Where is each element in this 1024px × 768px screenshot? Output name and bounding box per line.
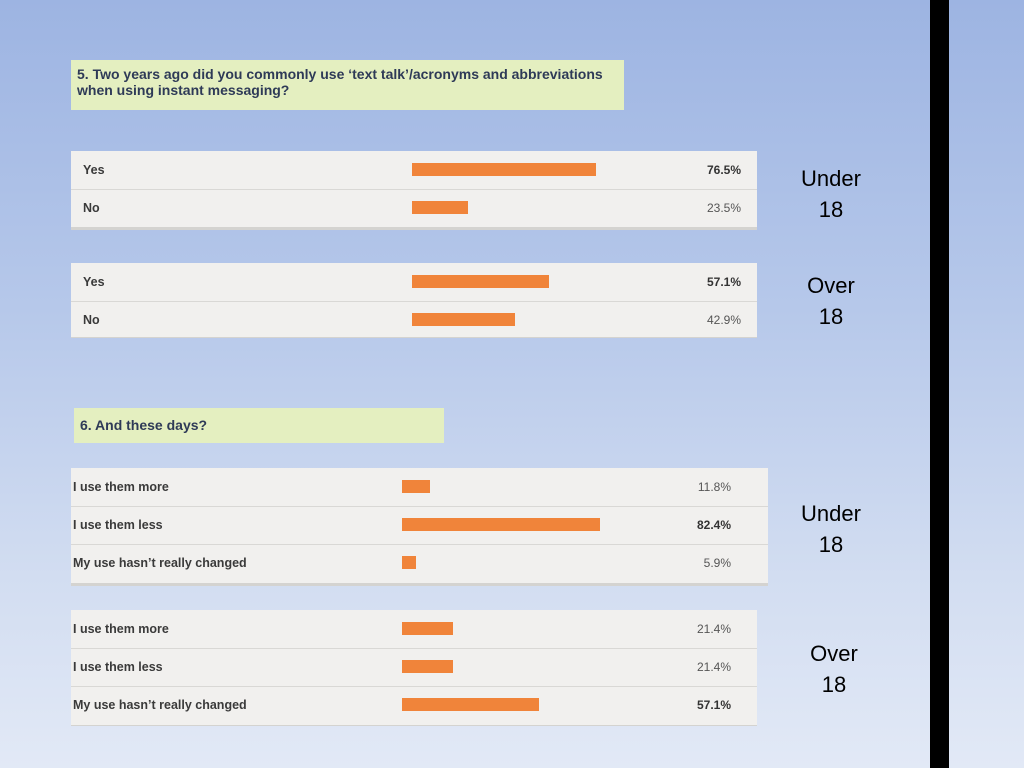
group-label-over-18: Over 18: [789, 638, 879, 700]
bar-value-label: 21.4%: [696, 622, 731, 636]
group-label-line: Under: [801, 166, 861, 191]
bar-label: I use them less: [73, 518, 163, 532]
bar-row: I use them less 82.4%: [71, 506, 768, 545]
bar-value-label: 21.4%: [696, 660, 731, 674]
bar: [412, 201, 469, 214]
bar-row: I use them less 21.4%: [71, 648, 757, 687]
bar-value-label: 57.1%: [696, 698, 731, 712]
group-label-line: 18: [821, 672, 847, 697]
bar: [402, 660, 454, 673]
bar-row: My use hasn’t really changed 5.9%: [71, 544, 768, 582]
bar-label: No: [83, 313, 100, 327]
bar-value-label: 42.9%: [706, 313, 741, 327]
question-6-title: 6. And these days?: [74, 408, 444, 443]
bar-value-label: 11.8%: [697, 480, 731, 494]
bar-row: No 42.9%: [71, 301, 757, 339]
chart-q5-over-18: Yes 57.1% No 42.9%: [71, 263, 757, 338]
bar-row: Yes 76.5%: [71, 151, 757, 190]
chart-q6-over-18: I use them more 21.4% I use them less 21…: [71, 610, 757, 726]
bar-label: No: [83, 201, 100, 215]
chart-q5-under-18: Yes 76.5% No 23.5%: [71, 151, 757, 230]
bar: [402, 518, 600, 531]
bar-row: My use hasn’t really changed 57.1%: [71, 686, 757, 724]
bar-label: My use hasn’t really changed: [73, 698, 247, 712]
group-label-over-18: Over 18: [786, 270, 876, 332]
group-label-line: Over: [807, 273, 855, 298]
bar-row: I use them more 21.4%: [71, 610, 757, 649]
bar-label: I use them less: [73, 660, 163, 674]
group-label-line: Under: [801, 501, 861, 526]
chart-q6-under-18: I use them more 11.8% I use them less 82…: [71, 468, 768, 586]
bar-label: Yes: [83, 275, 105, 289]
group-label-line: 18: [818, 197, 844, 222]
bar-label: My use hasn’t really changed: [73, 556, 247, 570]
bar-row: No 23.5%: [71, 189, 757, 227]
bar-row: Yes 57.1%: [71, 263, 757, 302]
group-label-line: Over: [810, 641, 858, 666]
bar-row: I use them more 11.8%: [71, 468, 768, 507]
bar-label: I use them more: [73, 480, 169, 494]
group-label-line: 18: [818, 532, 844, 557]
bar-value-label: 76.5%: [706, 163, 741, 177]
bar: [412, 163, 596, 176]
bar: [402, 622, 454, 635]
bar-value-label: 57.1%: [706, 275, 741, 289]
bar-value-label: 82.4%: [696, 518, 731, 532]
vertical-black-bar: [930, 0, 949, 768]
bar-label: Yes: [83, 163, 105, 177]
bar: [412, 313, 515, 326]
bar-value-label: 23.5%: [706, 201, 741, 215]
group-label-under-18: Under 18: [786, 498, 876, 560]
bar: [402, 698, 540, 711]
group-label-under-18: Under 18: [786, 163, 876, 225]
bar: [402, 556, 417, 569]
bar-value-label: 5.9%: [703, 556, 731, 570]
group-label-line: 18: [818, 304, 844, 329]
bar: [402, 480, 431, 493]
bar-label: I use them more: [73, 622, 169, 636]
question-5-title: 5. Two years ago did you commonly use ‘t…: [71, 60, 624, 110]
bar: [412, 275, 550, 288]
